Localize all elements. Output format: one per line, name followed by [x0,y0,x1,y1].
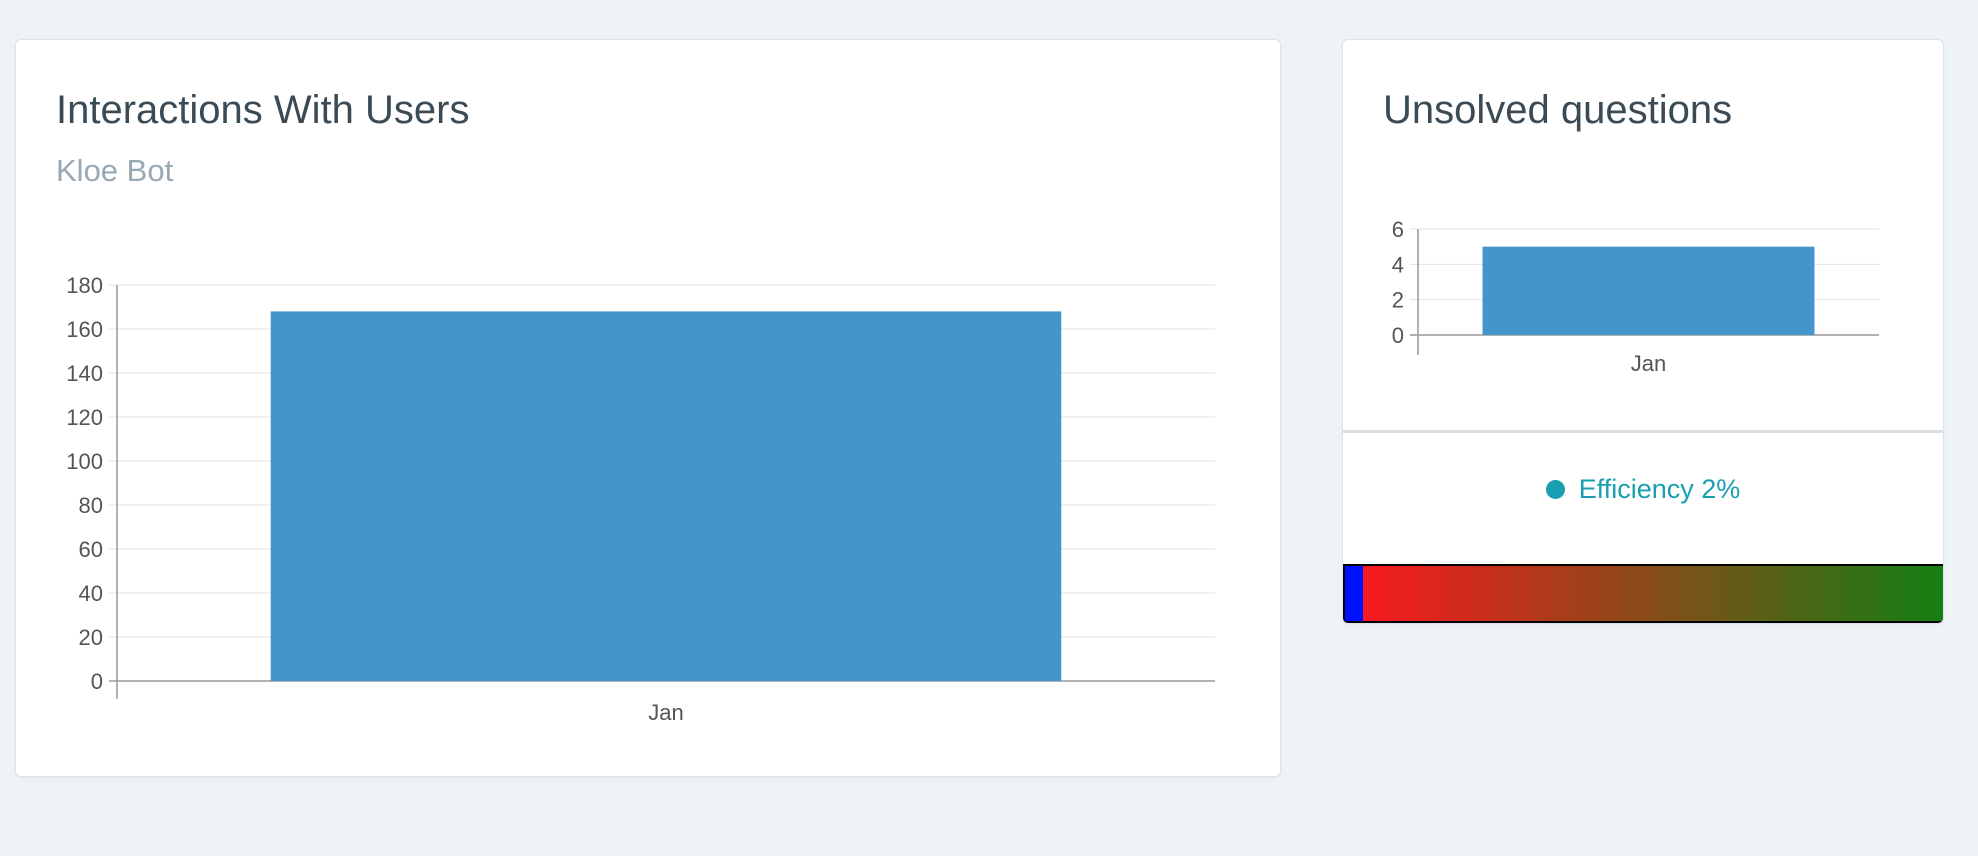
y-tick-label: 4 [1392,252,1404,277]
card-title: Interactions With Users [56,88,470,132]
bar-jan [270,311,1062,681]
y-tick-label: 80 [79,493,103,518]
efficiency-dot-icon [1545,480,1565,499]
y-tick-label: 140 [66,361,103,386]
y-tick-label: 120 [66,405,103,430]
efficiency-legend: Efficiency 2% [1343,474,1943,505]
efficiency-gauge-fill [1345,566,1363,621]
interactions-bar-chart: 0 20 40 60 80 100 120 140 160 180 Jan [66,273,1215,725]
y-tick-label: 0 [1392,323,1404,348]
unsolved-questions-card: Unsolved questions 0 2 4 6 Jan Efficiency 2% [1342,39,1944,624]
x-tick-label: Jan [1631,351,1666,376]
y-tick-label: 6 [1392,217,1404,242]
card-subtitle: Kloe Bot [56,153,174,188]
efficiency-label: Efficiency 2% [1578,474,1741,504]
bar-jan [1482,246,1815,335]
efficiency-gauge [1343,564,1943,623]
interactions-card: Interactions With Users Kloe Bot 0 20 40 60… [15,39,1281,777]
card-title: Unsolved questions [1383,88,1733,132]
unsolved-questions-bar-chart: 0 2 4 6 Jan [1392,217,1879,376]
y-tick-label: 60 [79,537,103,562]
efficiency-gauge-track [1345,566,1943,621]
card-divider [1343,430,1943,433]
y-tick-label: 0 [91,669,103,694]
y-tick-label: 100 [66,449,103,474]
y-tick-label: 2 [1392,288,1404,313]
y-tick-label: 160 [66,317,103,342]
y-tick-label: 180 [66,273,103,298]
y-tick-label: 40 [79,581,103,606]
y-tick-label: 20 [79,625,103,650]
x-tick-label: Jan [648,700,683,725]
